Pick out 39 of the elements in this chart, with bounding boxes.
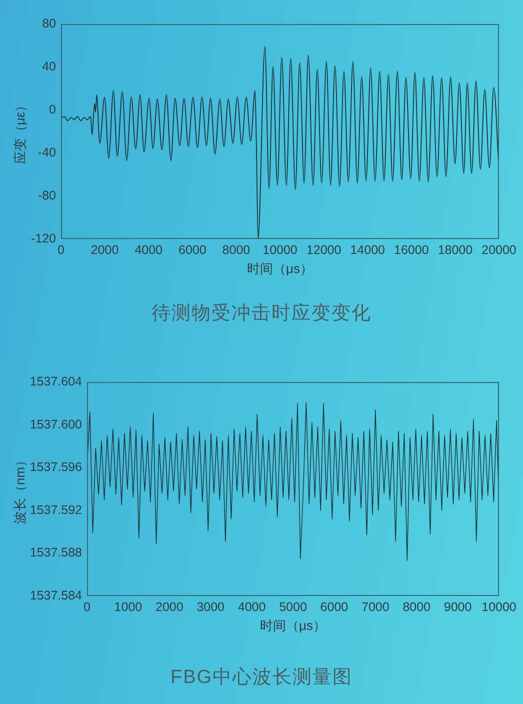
- x-tick-label: 8000: [222, 242, 250, 257]
- text: 待测物受冲击时应变变化: [152, 303, 372, 324]
- y-tick-label: -120: [30, 231, 56, 246]
- x-tick-label: 10000: [482, 600, 516, 614]
- y-tick-label: 0: [49, 102, 56, 116]
- x-axis-title: 时间（μs）: [247, 260, 313, 276]
- x-tick-label: 18000: [438, 242, 473, 257]
- x-tick-label: 8000: [402, 600, 431, 614]
- y-tick-label: 1537.584: [30, 588, 82, 602]
- x-tick-label: 4000: [134, 242, 163, 257]
- x-tick-label: 14000: [350, 242, 386, 257]
- y-tick-label: 1537.588: [30, 546, 82, 560]
- y-tick-label: 1537.592: [30, 502, 82, 517]
- x-axis-title: 时间（μs）: [260, 618, 326, 633]
- x-tick-label: 12000: [306, 242, 342, 257]
- x-tick-label: 1000: [114, 600, 142, 614]
- x-tick-label: 4000: [238, 600, 266, 614]
- y-tick-label: 40: [42, 59, 56, 74]
- x-tick-label: 5000: [279, 600, 307, 614]
- x-tick-label: 9000: [444, 600, 472, 614]
- y-tick-label: 80: [42, 16, 56, 30]
- y-tick-label: -80: [38, 188, 56, 202]
- y-axis-title: 波长（nm）: [12, 454, 28, 524]
- x-tick-label: 16000: [394, 242, 429, 257]
- x-tick-label: 2000: [155, 600, 184, 614]
- y-tick-label: 1537.600: [30, 417, 82, 432]
- y-tick-label: 1537.596: [30, 460, 82, 474]
- x-tick-label: 6000: [320, 600, 348, 614]
- y-axis-title: 应变（με）: [12, 98, 28, 164]
- x-tick-label: 20000: [482, 242, 516, 257]
- text: FBG中心波长测量图: [170, 667, 353, 688]
- x-tick-label: 10000: [262, 242, 298, 257]
- y-tick-label: 1537.604: [30, 374, 82, 388]
- x-tick-label: 7000: [361, 600, 390, 614]
- x-tick-label: 3000: [196, 600, 225, 614]
- x-tick-label: 2000: [90, 242, 119, 257]
- line-series: [61, 46, 499, 239]
- y-tick-label: -40: [38, 145, 56, 160]
- x-tick-label: 6000: [178, 242, 206, 257]
